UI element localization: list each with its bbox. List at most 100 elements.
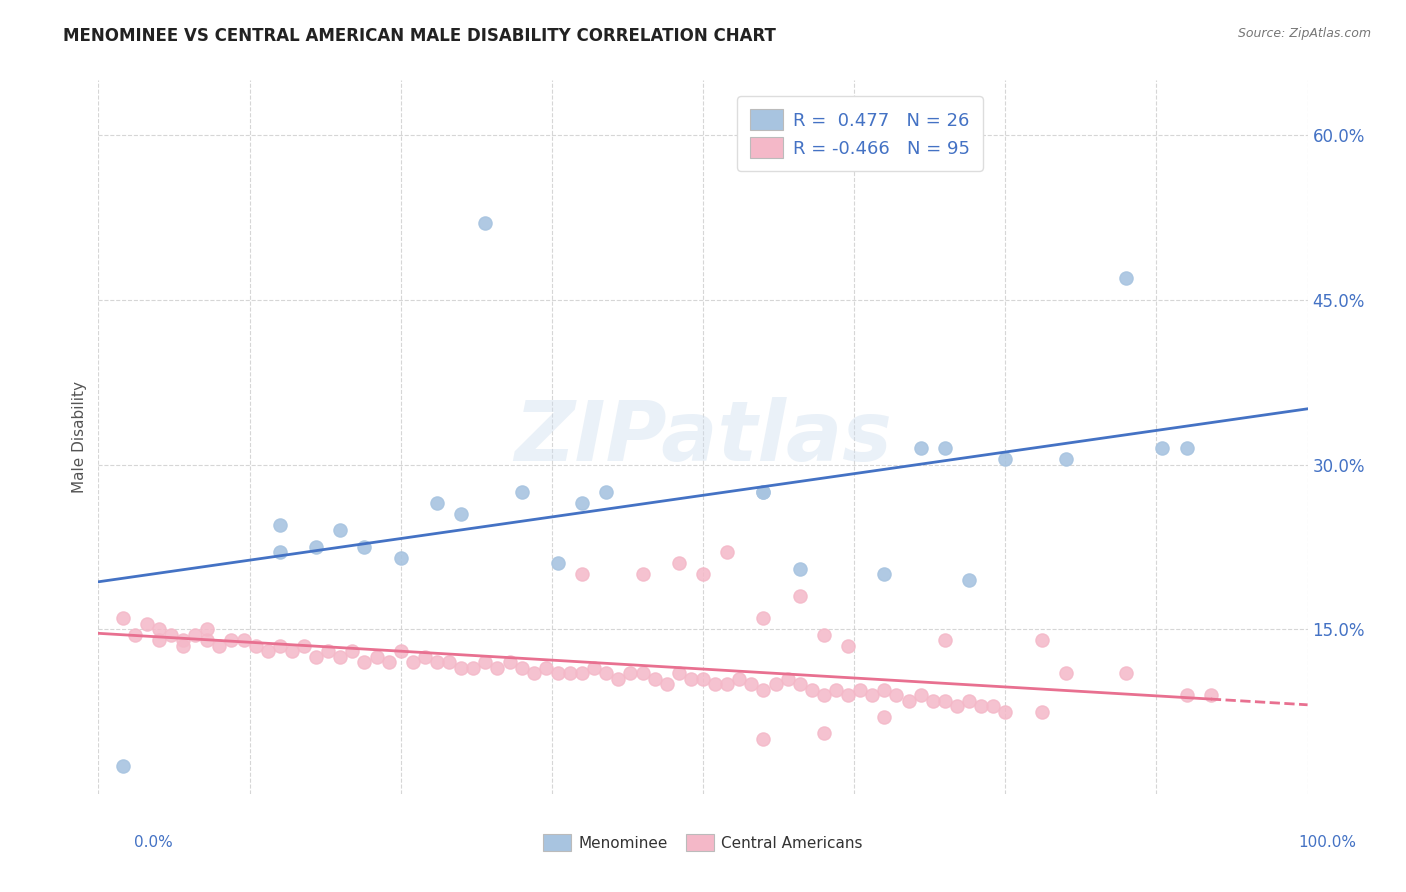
Point <box>776 672 799 686</box>
Point <box>752 485 775 500</box>
Point <box>813 628 835 642</box>
Point <box>1152 441 1174 455</box>
Point <box>655 677 678 691</box>
Point <box>921 693 943 707</box>
Point <box>305 540 328 554</box>
Point <box>111 611 134 625</box>
Point <box>934 693 956 707</box>
Point <box>172 639 194 653</box>
Point <box>716 677 738 691</box>
Point <box>571 496 593 510</box>
Point <box>245 639 267 653</box>
Point <box>595 666 617 681</box>
Point <box>644 672 666 686</box>
Point <box>292 639 315 653</box>
Point <box>607 672 630 686</box>
Point <box>934 633 956 648</box>
Point <box>957 693 980 707</box>
Text: MENOMINEE VS CENTRAL AMERICAN MALE DISABILITY CORRELATION CHART: MENOMINEE VS CENTRAL AMERICAN MALE DISAB… <box>63 27 776 45</box>
Point <box>148 633 170 648</box>
Point <box>970 699 993 714</box>
Point <box>269 545 291 559</box>
Point <box>825 682 848 697</box>
Point <box>583 660 606 674</box>
Legend: Menominee, Central Americans: Menominee, Central Americans <box>537 828 869 857</box>
Point <box>910 441 932 455</box>
Point <box>510 485 533 500</box>
Point <box>1054 452 1077 467</box>
Point <box>232 633 254 648</box>
Point <box>342 644 364 658</box>
Text: ZIPatlas: ZIPatlas <box>515 397 891 477</box>
Text: 100.0%: 100.0% <box>1299 836 1357 850</box>
Point <box>124 628 146 642</box>
Point <box>474 216 496 230</box>
Point <box>329 649 352 664</box>
Point <box>1175 688 1198 702</box>
Point <box>752 611 775 625</box>
Point <box>813 726 835 740</box>
Point <box>558 666 581 681</box>
Y-axis label: Male Disability: Male Disability <box>72 381 87 493</box>
Point <box>994 705 1017 719</box>
Point <box>692 567 714 582</box>
Point <box>668 666 690 681</box>
Point <box>486 660 509 674</box>
Point <box>389 550 412 565</box>
Point <box>269 517 291 532</box>
Point <box>789 589 811 603</box>
Point <box>269 639 291 653</box>
Point <box>631 666 654 681</box>
Point <box>789 677 811 691</box>
Point <box>221 633 243 648</box>
Point <box>184 628 207 642</box>
Point <box>619 666 641 681</box>
Point <box>873 567 896 582</box>
Point <box>860 688 883 702</box>
Point <box>426 655 449 669</box>
Point <box>571 567 593 582</box>
Point <box>740 677 762 691</box>
Point <box>837 639 859 653</box>
Point <box>510 660 533 674</box>
Point <box>474 655 496 669</box>
Point <box>377 655 399 669</box>
Point <box>402 655 425 669</box>
Point <box>994 452 1017 467</box>
Point <box>195 633 218 648</box>
Point <box>547 666 569 681</box>
Point <box>111 759 134 773</box>
Point <box>813 688 835 702</box>
Point <box>329 524 352 538</box>
Point <box>765 677 787 691</box>
Point <box>547 557 569 571</box>
Point <box>752 682 775 697</box>
Point <box>353 540 375 554</box>
Point <box>195 622 218 636</box>
Point <box>281 644 304 658</box>
Point <box>752 731 775 746</box>
Point <box>437 655 460 669</box>
Point <box>849 682 872 697</box>
Point <box>353 655 375 669</box>
Point <box>450 660 472 674</box>
Point <box>800 682 823 697</box>
Point <box>981 699 1004 714</box>
Point <box>631 567 654 582</box>
Point <box>463 660 485 674</box>
Point <box>160 628 183 642</box>
Point <box>148 622 170 636</box>
Point <box>1175 441 1198 455</box>
Point <box>413 649 436 664</box>
Point <box>316 644 339 658</box>
Point <box>692 672 714 686</box>
Point <box>957 573 980 587</box>
Point <box>523 666 546 681</box>
Point <box>1031 633 1053 648</box>
Point <box>934 441 956 455</box>
Point <box>1199 688 1222 702</box>
Point <box>837 688 859 702</box>
Point <box>571 666 593 681</box>
Point <box>910 688 932 702</box>
Point <box>595 485 617 500</box>
